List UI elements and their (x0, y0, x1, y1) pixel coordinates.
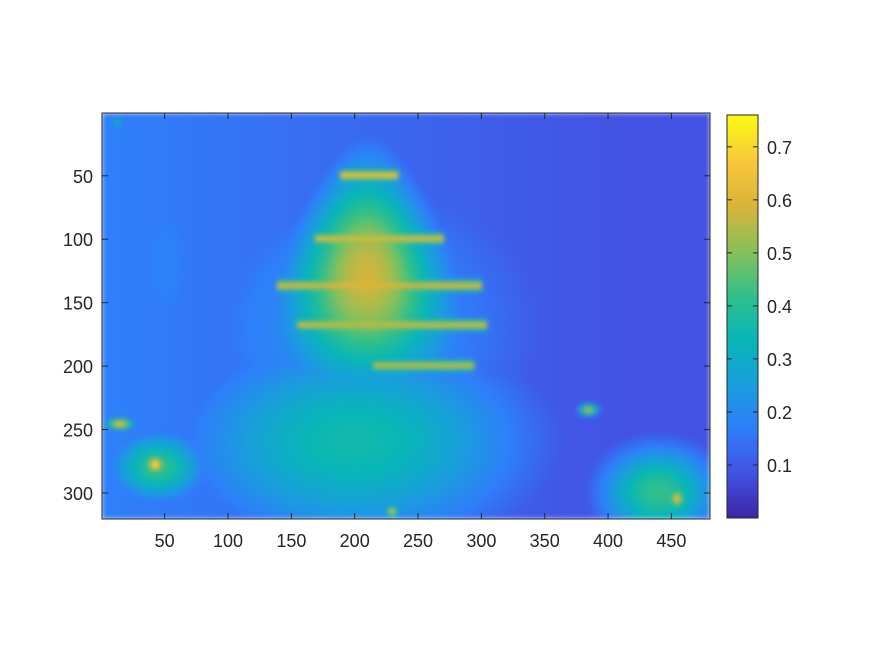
colorbar-tick-label: 0.6 (767, 191, 792, 211)
x-tick-label: 100 (213, 531, 243, 551)
x-axis: 50 100 150 200 250 300 350 400 450 (155, 113, 686, 551)
x-tick-label: 250 (403, 531, 433, 551)
heatmap-image (102, 113, 710, 519)
y-tick-label: 150 (63, 294, 93, 314)
plot-area: 50 100 150 200 250 300 350 400 450 50 100 150 200 25… (63, 112, 711, 551)
colorbar-frame (726, 114, 759, 519)
y-axis: 50 100 150 200 250 300 (63, 167, 710, 504)
y-tick-label: 100 (63, 230, 93, 250)
colorbar-tick-label: 0.7 (767, 138, 792, 158)
x-tick-label: 350 (530, 531, 560, 551)
x-tick-label: 150 (276, 531, 306, 551)
y-tick-label: 200 (63, 357, 93, 377)
y-tick-label: 50 (73, 167, 93, 187)
x-tick-label: 300 (466, 531, 496, 551)
plot-frame (101, 112, 711, 520)
x-tick-label: 50 (155, 531, 175, 551)
colorbar: 0.1 0.2 0.3 0.4 0.5 0.6 0.7 (726, 114, 792, 519)
colorbar-gradient (727, 115, 758, 518)
colorbar-ticks: 0.1 0.2 0.3 0.4 0.5 0.6 0.7 (727, 138, 792, 476)
x-tick-label: 400 (593, 531, 623, 551)
x-tick-label: 200 (340, 531, 370, 551)
y-tick-label: 250 (63, 421, 93, 441)
colorbar-tick-label: 0.2 (767, 403, 792, 423)
colorbar-tick-label: 0.3 (767, 350, 792, 370)
x-tick-label: 450 (656, 531, 686, 551)
y-tick-label: 300 (63, 484, 93, 504)
colorbar-tick-label: 0.1 (767, 456, 792, 476)
colorbar-tick-label: 0.5 (767, 244, 792, 264)
colorbar-tick-label: 0.4 (767, 297, 792, 317)
